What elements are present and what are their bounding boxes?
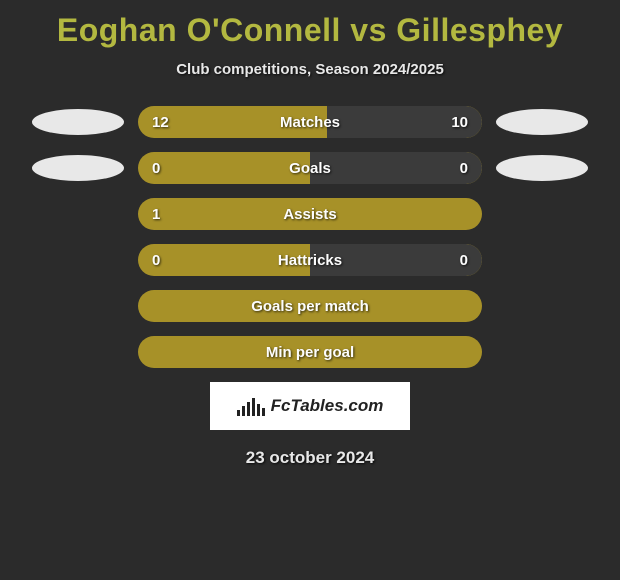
stat-value-right: 0 (460, 160, 468, 177)
brand-bar-segment (237, 410, 240, 416)
brand-name: FcTables.com (271, 396, 384, 416)
subtitle: Club competitions, Season 2024/2025 (0, 61, 620, 78)
stat-label: Hattricks (278, 252, 342, 269)
stat-row: 12 Matches 10 (0, 106, 620, 138)
stat-row: Goals per match (0, 290, 620, 322)
stat-value-left: 0 (152, 160, 160, 177)
brand-bar-segment (262, 408, 265, 416)
stat-bar: 1 Assists (138, 198, 482, 230)
stat-value-left: 12 (152, 114, 169, 131)
stat-bar: Goals per match (138, 290, 482, 322)
brand-bar-segment (252, 398, 255, 416)
stat-row: 1 Assists (0, 198, 620, 230)
date-label: 23 october 2024 (0, 448, 620, 468)
player-left-badge (32, 109, 124, 135)
stat-bar-fill (310, 152, 482, 184)
brand-logo-icon (237, 396, 265, 416)
player-right-badge (496, 109, 588, 135)
stat-row: Min per goal (0, 336, 620, 368)
brand-bar-segment (247, 402, 250, 416)
stat-label: Goals per match (251, 298, 369, 315)
player-left-badge (32, 155, 124, 181)
stat-row: 0 Goals 0 (0, 152, 620, 184)
stat-label: Min per goal (266, 344, 354, 361)
stat-row: 0 Hattricks 0 (0, 244, 620, 276)
stat-value-right: 0 (460, 252, 468, 269)
brand-bar-segment (257, 404, 260, 416)
stat-bar: 12 Matches 10 (138, 106, 482, 138)
stat-value-left: 1 (152, 206, 160, 223)
page-title: Eoghan O'Connell vs Gillesphey (0, 0, 620, 49)
stat-label: Assists (283, 206, 336, 223)
brand-badge: FcTables.com (210, 382, 410, 430)
stat-bar: 0 Goals 0 (138, 152, 482, 184)
brand-bar-segment (242, 406, 245, 416)
stat-label: Matches (280, 114, 340, 131)
stat-bar: Min per goal (138, 336, 482, 368)
stat-bar: 0 Hattricks 0 (138, 244, 482, 276)
comparison-chart: 12 Matches 10 0 Goals 0 1 Assists 0 Hattricks 0 Goa… (0, 106, 620, 368)
stat-label: Goals (289, 160, 331, 177)
stat-value-right: 10 (451, 114, 468, 131)
player-right-badge (496, 155, 588, 181)
stat-value-left: 0 (152, 252, 160, 269)
